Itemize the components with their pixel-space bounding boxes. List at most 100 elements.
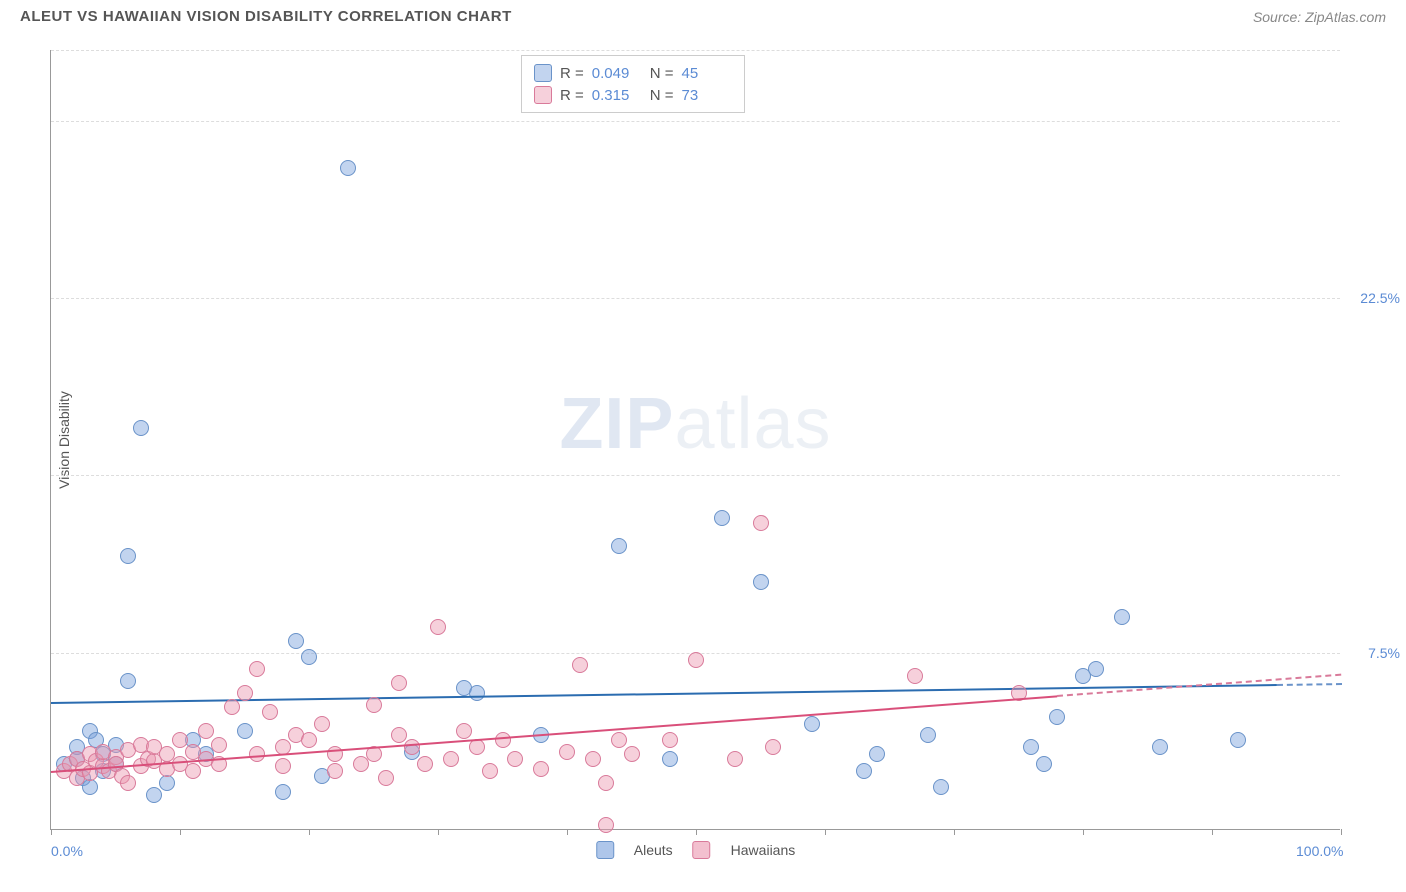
series-swatch-hawaiians <box>693 841 711 859</box>
scatter-point-hawaiians <box>430 619 446 635</box>
scatter-point-hawaiians <box>443 751 459 767</box>
x-tick <box>1083 829 1084 835</box>
legend-n-label: N = <box>650 65 674 82</box>
scatter-point-aleuts <box>1036 756 1052 772</box>
scatter-point-hawaiians <box>417 756 433 772</box>
chart-source: Source: ZipAtlas.com <box>1253 9 1386 25</box>
scatter-point-aleuts <box>82 779 98 795</box>
x-tick <box>438 829 439 835</box>
scatter-point-hawaiians <box>120 775 136 791</box>
x-tick-label: 0.0% <box>51 843 83 859</box>
gridline <box>51 298 1340 299</box>
scatter-point-hawaiians <box>198 723 214 739</box>
scatter-point-aleuts <box>288 633 304 649</box>
scatter-point-aleuts <box>1152 739 1168 755</box>
legend-r-label: R = <box>560 65 584 82</box>
gridline <box>51 50 1340 51</box>
scatter-point-hawaiians <box>753 515 769 531</box>
scatter-point-aleuts <box>133 420 149 436</box>
legend-r-value-hawaiians: 0.315 <box>592 87 642 104</box>
scatter-point-hawaiians <box>404 739 420 755</box>
scatter-point-hawaiians <box>391 675 407 691</box>
x-tick <box>180 829 181 835</box>
scatter-point-hawaiians <box>598 775 614 791</box>
scatter-point-hawaiians <box>275 758 291 774</box>
scatter-point-aleuts <box>146 787 162 803</box>
scatter-point-hawaiians <box>559 744 575 760</box>
legend-n-label: N = <box>650 87 674 104</box>
scatter-point-hawaiians <box>237 685 253 701</box>
scatter-point-aleuts <box>301 649 317 665</box>
scatter-point-aleuts <box>714 510 730 526</box>
legend-r-value-aleuts: 0.049 <box>592 65 642 82</box>
scatter-point-hawaiians <box>378 770 394 786</box>
scatter-point-hawaiians <box>301 732 317 748</box>
scatter-point-hawaiians <box>211 737 227 753</box>
y-tick-label: 7.5% <box>1345 645 1400 661</box>
scatter-point-hawaiians <box>249 661 265 677</box>
scatter-point-aleuts <box>611 538 627 554</box>
scatter-point-aleuts <box>869 746 885 762</box>
scatter-point-aleuts <box>275 784 291 800</box>
x-tick <box>309 829 310 835</box>
scatter-point-aleuts <box>1023 739 1039 755</box>
scatter-point-hawaiians <box>469 739 485 755</box>
legend-row-aleuts: R = 0.049 N = 45 <box>534 62 732 84</box>
scatter-point-hawaiians <box>224 699 240 715</box>
x-tick-label: 100.0% <box>1296 843 1343 859</box>
x-tick <box>567 829 568 835</box>
legend-row-hawaiians: R = 0.315 N = 73 <box>534 84 732 106</box>
gridline <box>51 121 1340 122</box>
scatter-point-hawaiians <box>662 732 678 748</box>
scatter-point-hawaiians <box>456 723 472 739</box>
scatter-point-hawaiians <box>624 746 640 762</box>
correlation-legend: R = 0.049 N = 45 R = 0.315 N = 73 <box>521 55 745 113</box>
scatter-point-aleuts <box>1049 709 1065 725</box>
scatter-point-hawaiians <box>327 763 343 779</box>
scatter-point-aleuts <box>469 685 485 701</box>
legend-n-value-hawaiians: 73 <box>682 87 732 104</box>
scatter-point-aleuts <box>237 723 253 739</box>
scatter-point-hawaiians <box>391 727 407 743</box>
watermark: ZIPatlas <box>559 383 831 465</box>
scatter-point-aleuts <box>1088 661 1104 677</box>
series-legend: Aleuts Hawaiians <box>596 841 796 859</box>
x-tick <box>825 829 826 835</box>
x-tick <box>696 829 697 835</box>
scatter-point-hawaiians <box>572 657 588 673</box>
series-label-aleuts: Aleuts <box>634 842 673 858</box>
scatter-point-hawaiians <box>262 704 278 720</box>
scatter-point-aleuts <box>804 716 820 732</box>
x-tick <box>1212 829 1213 835</box>
legend-swatch-hawaiians <box>534 86 552 104</box>
scatter-point-hawaiians <box>172 732 188 748</box>
x-tick <box>1341 829 1342 835</box>
chart-header: ALEUT VS HAWAIIAN VISION DISABILITY CORR… <box>0 0 1406 33</box>
watermark-light: atlas <box>674 384 831 464</box>
plot-area: ZIPatlas R = 0.049 N = 45 R = 0.315 N = … <box>50 50 1340 830</box>
x-tick <box>51 829 52 835</box>
scatter-point-aleuts <box>753 574 769 590</box>
legend-swatch-aleuts <box>534 64 552 82</box>
legend-r-label: R = <box>560 87 584 104</box>
scatter-point-hawaiians <box>611 732 627 748</box>
scatter-point-hawaiians <box>727 751 743 767</box>
series-label-hawaiians: Hawaiians <box>731 842 796 858</box>
trend-line-aleuts <box>1276 683 1341 686</box>
legend-n-value-aleuts: 45 <box>682 65 732 82</box>
scatter-point-hawaiians <box>314 716 330 732</box>
scatter-point-hawaiians <box>688 652 704 668</box>
scatter-point-aleuts <box>120 673 136 689</box>
watermark-bold: ZIP <box>559 384 674 464</box>
scatter-point-hawaiians <box>533 761 549 777</box>
scatter-point-aleuts <box>159 775 175 791</box>
scatter-point-aleuts <box>1230 732 1246 748</box>
series-swatch-aleuts <box>596 841 614 859</box>
scatter-point-hawaiians <box>585 751 601 767</box>
scatter-point-aleuts <box>920 727 936 743</box>
chart-area: Vision Disability ZIPatlas R = 0.049 N =… <box>50 50 1340 830</box>
y-tick-label: 22.5% <box>1345 290 1400 306</box>
chart-title: ALEUT VS HAWAIIAN VISION DISABILITY CORR… <box>20 8 512 25</box>
scatter-point-aleuts <box>340 160 356 176</box>
scatter-point-hawaiians <box>598 817 614 833</box>
